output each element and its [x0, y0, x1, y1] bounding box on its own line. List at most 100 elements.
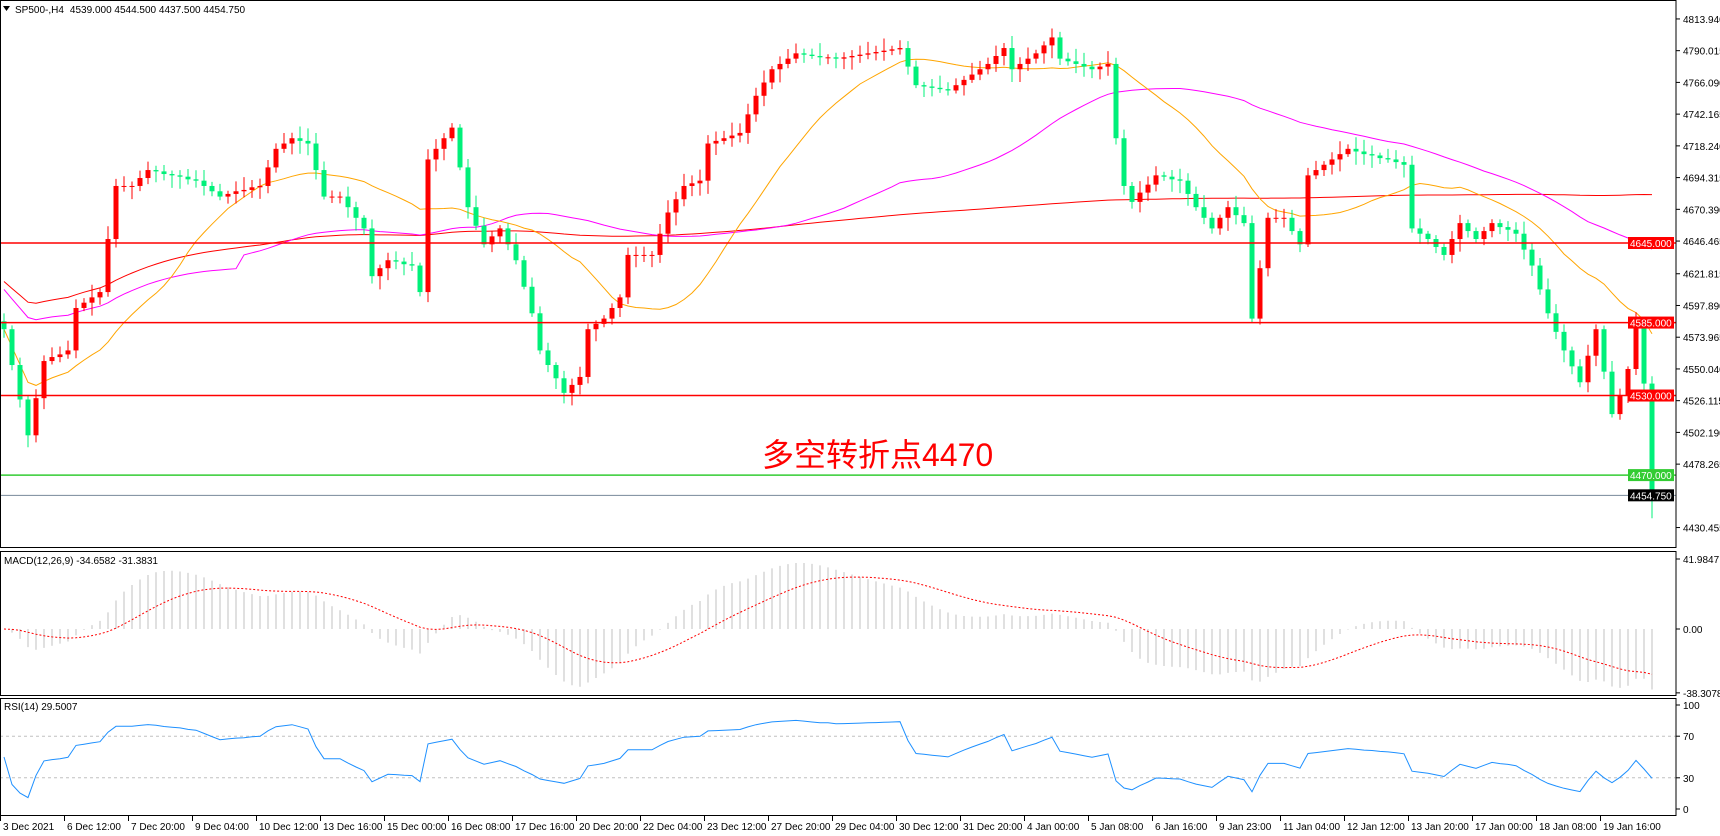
candle-body [1585, 355, 1591, 383]
price-axis-label: 4621.815 [1683, 270, 1720, 281]
candle [1233, 195, 1239, 225]
candle-body [737, 132, 743, 136]
level-price-label: 4585.000 [1630, 319, 1672, 330]
candle [817, 43, 823, 66]
candle [985, 57, 991, 75]
candle [585, 323, 591, 384]
time-axis-label: 30 Dec 12:00 [899, 822, 959, 833]
price-axis-label: 4550.040 [1683, 365, 1720, 376]
candle-body [1545, 289, 1551, 314]
candle-body [1633, 322, 1639, 369]
candle [913, 60, 919, 89]
candle-body [433, 148, 439, 160]
candle [873, 45, 879, 61]
time-axis-label: 11 Jan 04:00 [1283, 822, 1341, 833]
time-axis-label: 17 Dec 16:00 [515, 822, 575, 833]
candle-body [193, 179, 199, 181]
candle-body [345, 196, 351, 208]
candle-body [1601, 329, 1607, 372]
candle [89, 284, 95, 316]
candle-body [545, 350, 551, 366]
candle-body [225, 193, 231, 197]
candle-body [1217, 217, 1223, 229]
candle-body [1305, 175, 1311, 245]
candle [425, 149, 431, 303]
candle-body [1409, 164, 1415, 229]
candle-body [1449, 239, 1455, 255]
candle-body [729, 135, 735, 139]
candle [129, 181, 135, 200]
candle-body [137, 178, 143, 186]
candle [329, 190, 335, 204]
candle [1081, 52, 1087, 77]
candle [513, 233, 519, 265]
candle [1457, 214, 1463, 252]
time-axis-label: 9 Jan 23:00 [1219, 822, 1272, 833]
candle [937, 75, 943, 93]
candle-body [201, 180, 207, 186]
time-axis-label: 6 Jan 16:00 [1155, 822, 1208, 833]
collapse-triangle-icon[interactable] [3, 6, 10, 11]
candle-body [217, 191, 223, 197]
candle-body [209, 185, 215, 192]
time-axis-label: 27 Dec 20:00 [771, 822, 831, 833]
candle-body [841, 57, 847, 59]
candle-body [1089, 66, 1095, 70]
candle-body [817, 55, 823, 58]
candle-body [1225, 207, 1231, 218]
candle-body [1441, 246, 1447, 255]
candle-body [1193, 193, 1199, 208]
candle [201, 169, 207, 196]
candle [865, 41, 871, 60]
candle [409, 252, 415, 272]
candle [841, 52, 847, 70]
candle [257, 178, 263, 199]
price-panel[interactable] [0, 28, 1676, 519]
candle [249, 179, 255, 198]
candle [385, 252, 391, 281]
candle [809, 48, 815, 59]
candle-body [937, 87, 943, 90]
candle-body [521, 260, 527, 287]
candle-body [385, 260, 391, 269]
candle [497, 225, 503, 243]
candle [1513, 222, 1519, 242]
candle-body [953, 85, 959, 91]
time-axis-label: 22 Dec 04:00 [643, 822, 703, 833]
time-axis-label: 17 Jan 00:00 [1475, 822, 1533, 833]
candle-body [1145, 184, 1151, 193]
candle-body [465, 167, 471, 208]
candle [617, 294, 623, 318]
candle-body [129, 185, 135, 187]
candle-body [1489, 223, 1495, 232]
candle [649, 251, 655, 268]
candle [241, 177, 247, 198]
candle [305, 128, 311, 156]
candle [1617, 388, 1623, 420]
level-price-box [1628, 237, 1674, 249]
candle-body [1497, 223, 1503, 228]
candle-body [1097, 66, 1103, 70]
candle-body [161, 171, 167, 175]
rsi-panel[interactable] [0, 719, 1676, 799]
candle [1209, 212, 1215, 234]
candle [433, 139, 439, 172]
candle [225, 190, 231, 204]
time-axis-label: 16 Dec 08:00 [451, 822, 511, 833]
candle-body [1361, 151, 1367, 155]
price-axis-label: 4430.455 [1683, 524, 1720, 535]
candle [17, 357, 23, 408]
candle-body [1593, 329, 1599, 356]
candle [1017, 57, 1023, 82]
candle-body [585, 329, 591, 377]
candle [393, 251, 399, 270]
candle [1393, 150, 1399, 169]
candle [361, 215, 367, 235]
candle [9, 325, 15, 371]
candle [729, 122, 735, 147]
macd-panel[interactable] [3, 562, 1653, 690]
candle [993, 45, 999, 72]
candle [441, 133, 447, 161]
candle [97, 288, 103, 305]
